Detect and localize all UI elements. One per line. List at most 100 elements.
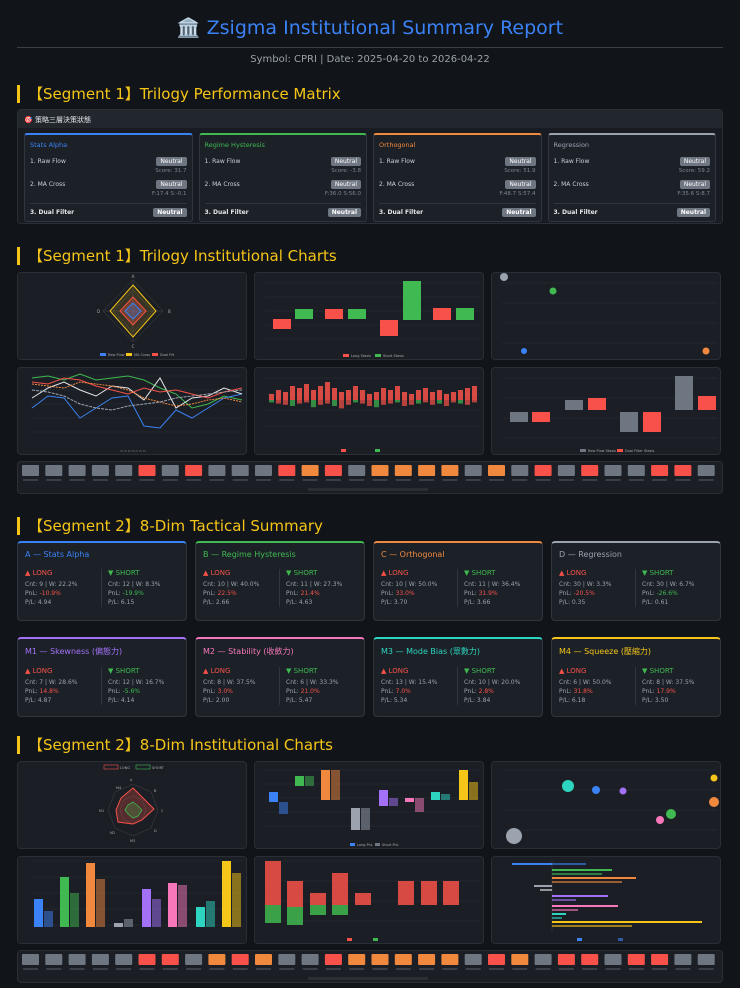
scatter-point-d — [500, 273, 508, 281]
long-pl: P/L: 0.35 — [559, 599, 586, 606]
long-pl: P/L: 2.66 — [203, 599, 230, 606]
candle-1 — [273, 319, 291, 329]
long-count: Cnt: 8 | W: 37.5% — [203, 679, 256, 686]
short-label: ▼ SHORT — [642, 667, 674, 675]
status-badge: Neutral — [330, 157, 361, 166]
tactical-card-title: D — Regression — [559, 550, 623, 559]
s1-chart-grid-2: ▭ ▭ ▭ ▭ ▭ ▭ ▭ Raw Flow Stasis Dual Filte… — [17, 367, 723, 455]
row-dual-filter: 3. Dual Filter — [379, 209, 424, 216]
radar-label-b: B — [168, 309, 171, 314]
long-label: ▲ LONG — [559, 569, 587, 577]
matrix-panel: 🎯 策略三層決策狀態 Stats Alpha 1. Raw Flow Neutra… — [17, 109, 723, 224]
matrix-card-title: Stats Alpha — [30, 141, 68, 149]
tactical-card-title: M4 — Squeeze (壓縮力) — [559, 647, 652, 656]
short-pnl: 21.0% — [300, 688, 320, 695]
s1-signal-strip — [17, 461, 723, 494]
radar-label-d: D — [97, 309, 100, 314]
short-count: Cnt: 30 | W: 6.7% — [642, 581, 695, 588]
radar2-label-b: B — [154, 789, 157, 793]
wf-bar-1 — [510, 412, 528, 422]
radar2-label-d: D — [154, 829, 157, 833]
short-pnl: -19.9% — [122, 590, 144, 597]
matrix-card-title: Orthogonal — [379, 141, 416, 149]
short-label: ▼ SHORT — [642, 569, 674, 577]
row-dual-filter: 3. Dual Filter — [30, 209, 75, 216]
status-badge: Neutral — [505, 157, 536, 166]
score-text: Score: 51.9 — [504, 168, 536, 174]
tactical-card-3: D — Regression ▲ LONG Cnt: 30 | W: 3.3% … — [551, 541, 721, 621]
s2-chart-grid-2 — [17, 856, 723, 944]
score-text: Score: 31.7 — [155, 168, 187, 174]
short-pnl: 2.8% — [478, 688, 494, 695]
title-divider — [17, 47, 723, 48]
short-pl: P/L: 0.61 — [642, 599, 669, 606]
section-title-s2-charts: 【Segment 2】8-Dim Institutional Charts — [17, 736, 723, 754]
short-label: ▼ SHORT — [108, 569, 140, 577]
long-count: Cnt: 13 | W: 15.4% — [381, 679, 438, 686]
short-count: Cnt: 12 | W: 16.7% — [108, 679, 165, 686]
tactical-card-6: M3 — Mode Bias (眾數力) ▲ LONG Cnt: 13 | W:… — [373, 637, 543, 717]
section-title-s1-matrix: 【Segment 1】Trilogy Performance Matrix — [17, 85, 723, 103]
bank-icon: 🏛️ — [176, 17, 201, 39]
short-label: ▼ SHORT — [464, 569, 496, 577]
wf-bar-3 — [565, 400, 583, 410]
legend-s2-short: SHORT — [152, 766, 165, 770]
matrix-card-1: Regime Hysteresis 1. Raw Flow Neutral Sco… — [198, 133, 367, 222]
score-text: Score: -3.8 — [331, 168, 361, 174]
short-count: Cnt: 6 | W: 33.3% — [286, 679, 339, 686]
candle-8 — [456, 308, 474, 320]
s1-stacked-bar-chart — [254, 367, 484, 455]
tactical-card-0: A — Stats Alpha ▲ LONG Cnt: 9 | W: 22.2%… — [17, 541, 187, 621]
wf-bar-7 — [675, 376, 693, 410]
short-count: Cnt: 12 | W: 8.3% — [108, 581, 161, 588]
row-ma-cross: 2. MA Cross — [553, 181, 589, 188]
long-label: ▲ LONG — [25, 667, 53, 675]
legend-short-pnl: Short PnL — [382, 843, 399, 847]
radar2-label-m1: M1 — [99, 809, 104, 813]
short-pl: P/L: 3.84 — [464, 697, 491, 704]
tactical-grid: A — Stats Alpha ▲ LONG Cnt: 9 | W: 22.2%… — [17, 541, 723, 717]
status-badge: Neutral — [505, 180, 536, 189]
long-count: Cnt: 9 | W: 22.2% — [25, 581, 78, 588]
scatter-point-a — [521, 348, 527, 354]
radar2-label-m2: M2 — [110, 831, 115, 835]
long-pnl: -20.5% — [573, 590, 595, 597]
short-pl: P/L: 4.14 — [108, 697, 135, 704]
short-pnl: -26.6% — [656, 590, 678, 597]
legend-ma: MA Cross — [134, 353, 150, 357]
score-text: Score: 59.2 — [678, 168, 710, 174]
short-count: Cnt: 11 | W: 36.4% — [464, 581, 521, 588]
long-pl: P/L: 4.87 — [25, 697, 52, 704]
status-badge: Neutral — [327, 208, 361, 217]
matrix-card-0: Stats Alpha 1. Raw Flow Neutral Score: 31… — [24, 133, 193, 222]
section-title-s2-summary: 【Segment 2】8-Dim Tactical Summary — [17, 517, 723, 535]
bubble-m3 — [562, 780, 574, 792]
status-badge: Neutral — [502, 208, 536, 217]
row-ma-cross: 2. MA Cross — [379, 181, 415, 188]
ma-detail-text: F:48.7 S:57.4 — [499, 191, 536, 197]
row-raw-flow: 1. Raw Flow — [553, 158, 590, 165]
long-pnl: 22.5% — [217, 590, 237, 597]
matrix-grid: Stats Alpha 1. Raw Flow Neutral Score: 31… — [18, 128, 722, 222]
row-dual-filter: 3. Dual Filter — [204, 209, 249, 216]
wf-bar-5 — [620, 412, 638, 432]
status-badge: Neutral — [330, 180, 361, 189]
short-label: ▼ SHORT — [464, 667, 496, 675]
short-label: ▼ SHORT — [286, 569, 318, 577]
status-badge: Neutral — [153, 208, 187, 217]
short-pl: P/L: 4.63 — [286, 599, 313, 606]
long-pl: P/L: 6.18 — [559, 697, 586, 704]
short-pnl: 31.9% — [478, 590, 498, 597]
short-count: Cnt: 10 | W: 20.0% — [464, 679, 521, 686]
bubble-a — [592, 786, 600, 794]
long-count: Cnt: 10 | W: 40.0% — [203, 581, 260, 588]
long-pl: P/L: 5.34 — [381, 697, 408, 704]
long-pnl: 3.0% — [217, 688, 233, 695]
legend-dual-filter-stasis: Dual Filter Stasis — [625, 449, 654, 453]
long-label: ▲ LONG — [381, 667, 409, 675]
s1-waterfall-chart: Raw Flow Stasis Dual Filter Stasis — [491, 367, 721, 455]
row-ma-cross: 2. MA Cross — [204, 181, 240, 188]
short-pl: P/L: 5.47 — [286, 697, 313, 704]
ma-detail-text: F:17.4 S:-0.1 — [151, 191, 187, 197]
radar2-label-m3: M3 — [130, 839, 135, 843]
